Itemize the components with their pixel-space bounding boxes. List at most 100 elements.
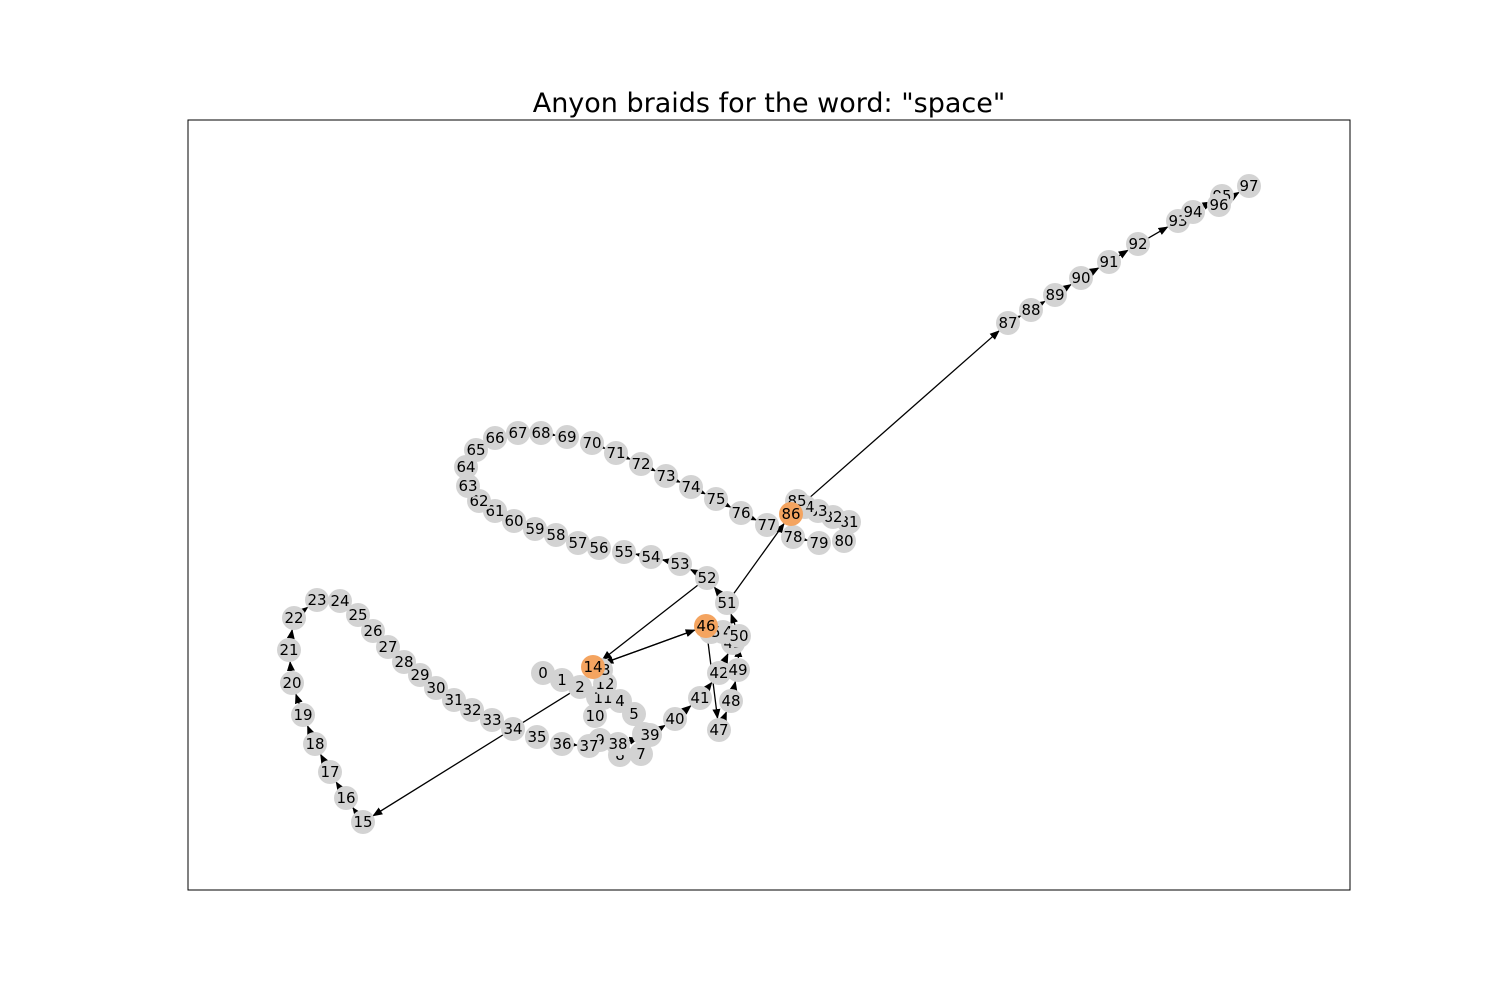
- node-marker: [629, 452, 653, 476]
- node-marker: [291, 703, 315, 727]
- edge-39-40: [655, 724, 666, 734]
- node-31: 31: [442, 688, 466, 712]
- node-1: 1: [550, 668, 574, 692]
- node-marker: [639, 545, 663, 569]
- node-label: 21: [279, 641, 298, 659]
- node-marker: [604, 441, 628, 465]
- node-label: 67: [508, 424, 527, 442]
- node-marker: [506, 421, 530, 445]
- figure-title: Anyon braids for the word: "space": [533, 88, 1006, 119]
- edge-51-52: [713, 586, 724, 597]
- node-label: 74: [681, 478, 700, 496]
- node-53: 53: [668, 552, 692, 576]
- node-58: 58: [544, 523, 568, 547]
- edge-19-20: [295, 693, 303, 705]
- node-label: 72: [631, 455, 650, 473]
- node-marker: [442, 688, 466, 712]
- node-54: 54: [639, 545, 663, 569]
- node-marker: [280, 671, 304, 695]
- node-label: 56: [589, 539, 608, 557]
- node-label: 63: [458, 477, 477, 495]
- edge-90-91: [1088, 267, 1100, 276]
- node-marker: [707, 661, 731, 685]
- node-75: 75: [704, 487, 728, 511]
- node-42: 42: [707, 661, 731, 685]
- node-marker: [501, 717, 525, 741]
- node-label: 24: [330, 592, 349, 610]
- node-50: 50: [727, 624, 751, 648]
- node-label: 73: [656, 467, 675, 485]
- edge-layer: [286, 191, 1240, 818]
- node-78: 78: [781, 525, 805, 549]
- node-67: 67: [506, 421, 530, 445]
- node-77: 77: [755, 513, 779, 537]
- node-label: 4: [615, 692, 625, 710]
- node-label: 76: [731, 504, 750, 522]
- node-label: 58: [546, 526, 565, 544]
- edge-15-16: [352, 806, 362, 818]
- node-label: 22: [284, 609, 303, 627]
- node-19: 19: [291, 703, 315, 727]
- node-69: 69: [555, 425, 579, 449]
- node-label: 77: [757, 516, 776, 534]
- edge-91-92: [1118, 249, 1129, 259]
- node-74: 74: [679, 475, 703, 499]
- node-label: 32: [462, 701, 481, 719]
- node-24: 24: [328, 589, 352, 613]
- node-7: 7: [629, 742, 653, 766]
- node-71: 71: [604, 441, 628, 465]
- node-label: 35: [527, 728, 546, 746]
- node-label: 47: [709, 721, 728, 739]
- node-marker: [550, 732, 574, 756]
- node-label: 42: [709, 664, 728, 682]
- node-label: 54: [641, 548, 660, 566]
- node-26: 26: [361, 619, 385, 643]
- node-marker: [729, 501, 753, 525]
- node-marker: [688, 686, 712, 710]
- edge-70-71: [595, 441, 606, 449]
- node-marker: [779, 502, 803, 526]
- node-29: 29: [408, 663, 432, 687]
- edge-20-21: [286, 660, 295, 672]
- node-label: 26: [363, 622, 382, 640]
- node-marker: [502, 509, 526, 533]
- node-label: 66: [485, 429, 504, 447]
- edge-21-22: [286, 628, 295, 640]
- node-35: 35: [525, 725, 549, 749]
- edge-48-49: [729, 680, 738, 692]
- node-40: 40: [663, 707, 687, 731]
- node-label: 9: [595, 731, 605, 749]
- node-marker: [351, 810, 375, 834]
- node-label: 55: [614, 543, 633, 561]
- node-label: 57: [568, 534, 587, 552]
- node-label: 70: [582, 434, 601, 452]
- node-marker: [583, 704, 607, 728]
- edge-54-55: [634, 551, 646, 560]
- node-46: 46: [694, 614, 718, 638]
- node-marker: [1237, 174, 1261, 198]
- node-label: 91: [1099, 253, 1118, 271]
- node-62: 62: [467, 489, 491, 513]
- node-marker: [544, 523, 568, 547]
- node-marker: [1181, 200, 1205, 224]
- node-marker: [1097, 250, 1121, 274]
- node-label: 50: [729, 627, 748, 645]
- node-marker: [1069, 266, 1093, 290]
- edge-42-43: [720, 652, 729, 664]
- node-marker: [361, 619, 385, 643]
- node-label: 75: [706, 490, 725, 508]
- edge-88-89: [1035, 300, 1046, 310]
- node-marker: [392, 650, 416, 674]
- node-marker: [755, 513, 779, 537]
- node-label: 71: [606, 444, 625, 462]
- node-marker: [277, 638, 301, 662]
- node-18: 18: [303, 732, 327, 756]
- node-marker: [654, 464, 678, 488]
- node-94: 94: [1181, 200, 1205, 224]
- node-65: 65: [464, 438, 488, 462]
- node-marker: [832, 529, 856, 553]
- node-label: 89: [1045, 286, 1064, 304]
- node-label: 49: [728, 661, 747, 679]
- node-label: 19: [293, 706, 312, 724]
- node-30: 30: [424, 676, 448, 700]
